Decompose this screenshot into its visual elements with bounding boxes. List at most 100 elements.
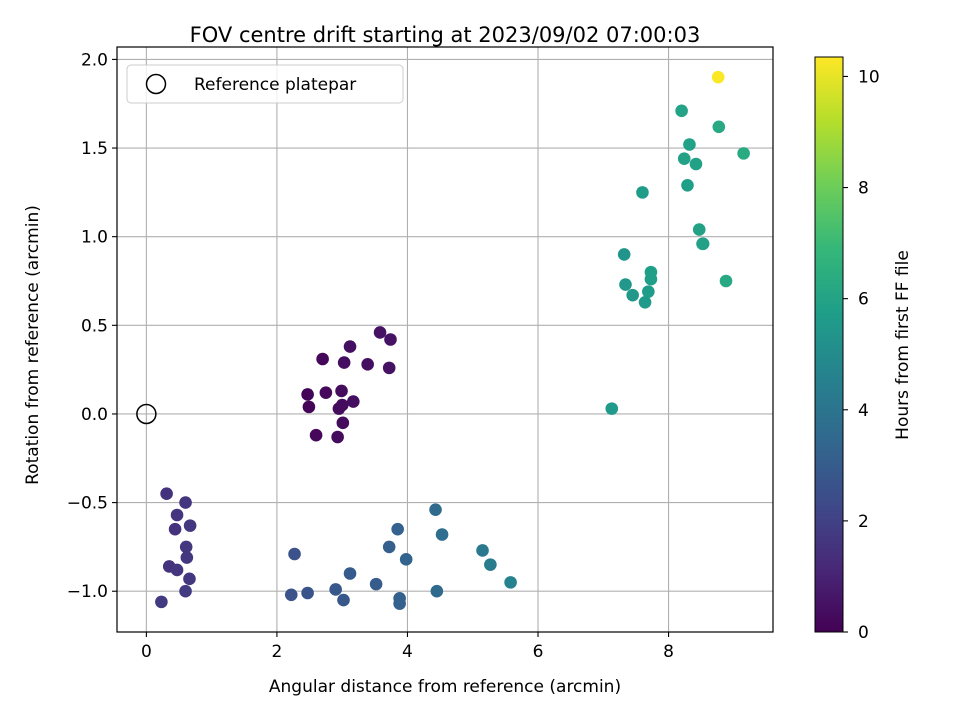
data-point — [168, 522, 182, 536]
data-point — [346, 395, 360, 408]
data-point — [369, 577, 383, 591]
data-point — [179, 496, 192, 509]
data-point — [619, 278, 632, 291]
data-point — [382, 361, 396, 375]
data-point — [329, 583, 342, 596]
data-point — [160, 487, 173, 501]
data-point — [737, 147, 750, 160]
data-point — [335, 384, 348, 398]
y-tick-label: 0.0 — [81, 405, 108, 425]
data-point — [337, 356, 351, 369]
data-point — [288, 547, 301, 561]
x-axis-ticks: 0 2 4 6 8 — [141, 632, 674, 662]
legend-entry-label: Reference platepar — [194, 75, 356, 95]
data-point — [692, 223, 706, 236]
legend: Reference platepar — [126, 64, 404, 104]
data-point — [644, 272, 658, 286]
legend-marker-open-circle — [145, 73, 167, 95]
y-tick-label: −0.5 — [67, 494, 108, 514]
data-point — [393, 597, 406, 610]
data-point — [642, 285, 655, 298]
data-point — [435, 528, 449, 541]
data-point — [336, 416, 350, 430]
colorbar-tick-label: 0 — [858, 623, 869, 643]
data-point — [302, 400, 316, 414]
data-point — [504, 576, 517, 589]
data-point — [337, 593, 350, 607]
y-tick-label: −1.0 — [67, 582, 108, 602]
data-point — [391, 522, 404, 536]
colorbar-tick-label: 4 — [858, 401, 869, 421]
y-tick-label: 1.5 — [81, 139, 108, 159]
data-point — [155, 595, 168, 609]
data-point — [429, 503, 442, 516]
grid-lines — [117, 47, 773, 632]
data-point — [284, 588, 298, 602]
y-tick-label: 2.0 — [81, 50, 108, 70]
chart-title: FOV centre drift starting at 2023/09/02 … — [190, 23, 701, 47]
data-points — [155, 70, 750, 610]
data-point — [384, 333, 397, 346]
x-axis-label: Angular distance from reference (arcmin) — [269, 677, 621, 697]
y-tick-label: 0.5 — [81, 316, 108, 336]
colorbar-tick-label: 8 — [858, 179, 869, 199]
data-point — [626, 288, 639, 302]
x-tick-label: 2 — [272, 642, 283, 662]
data-point — [309, 428, 323, 442]
data-point — [179, 540, 193, 554]
colorbar-label: Hours from first FF file — [893, 250, 913, 440]
data-point — [399, 553, 413, 566]
data-point — [476, 544, 489, 557]
x-tick-label: 0 — [141, 642, 152, 662]
data-point — [373, 326, 387, 339]
y-axis-label: Rotation from reference (arcmin) — [23, 205, 43, 485]
data-point — [343, 567, 357, 580]
data-point — [179, 584, 192, 598]
colorbar — [814, 56, 844, 633]
colorbar-tick-label: 6 — [858, 290, 869, 310]
plot-frame — [116, 46, 774, 633]
data-point — [683, 138, 696, 151]
reference-marker-layer — [136, 403, 157, 425]
data-point — [301, 388, 314, 401]
data-point — [430, 584, 444, 598]
data-point — [681, 178, 694, 192]
data-point — [170, 508, 184, 522]
data-point — [382, 540, 396, 554]
colorbar-tick-label: 10 — [858, 67, 880, 87]
data-point — [638, 295, 652, 309]
x-tick-label: 8 — [663, 642, 674, 662]
data-point — [361, 358, 374, 371]
data-point — [183, 519, 197, 532]
data-point — [712, 120, 726, 134]
data-point — [484, 558, 497, 571]
data-point — [331, 430, 344, 444]
data-point — [343, 340, 357, 353]
data-point — [719, 274, 733, 288]
colorbar-ticks: 0 2 4 6 8 10 — [843, 67, 880, 643]
data-point — [319, 386, 333, 399]
data-point — [170, 563, 184, 577]
data-point — [183, 572, 196, 586]
legend-box — [126, 64, 404, 104]
data-point — [301, 586, 314, 600]
colorbar-tick-label: 2 — [858, 512, 869, 532]
x-tick-label: 6 — [533, 642, 544, 662]
data-point — [636, 186, 649, 199]
x-tick-label: 4 — [402, 642, 413, 662]
data-point — [605, 402, 619, 415]
data-point — [675, 104, 688, 118]
data-point — [180, 551, 194, 564]
data-point — [696, 237, 709, 251]
y-axis-ticks: 2.0 1.5 1.0 0.5 0.0 −0.5 −1.0 — [67, 50, 117, 602]
data-point — [316, 352, 329, 366]
data-point — [617, 248, 631, 261]
data-point — [689, 157, 703, 171]
data-point — [335, 398, 349, 412]
y-tick-label: 1.0 — [81, 228, 108, 248]
data-point — [677, 152, 691, 165]
data-point — [711, 70, 725, 84]
reference-platepar-marker — [136, 403, 157, 425]
